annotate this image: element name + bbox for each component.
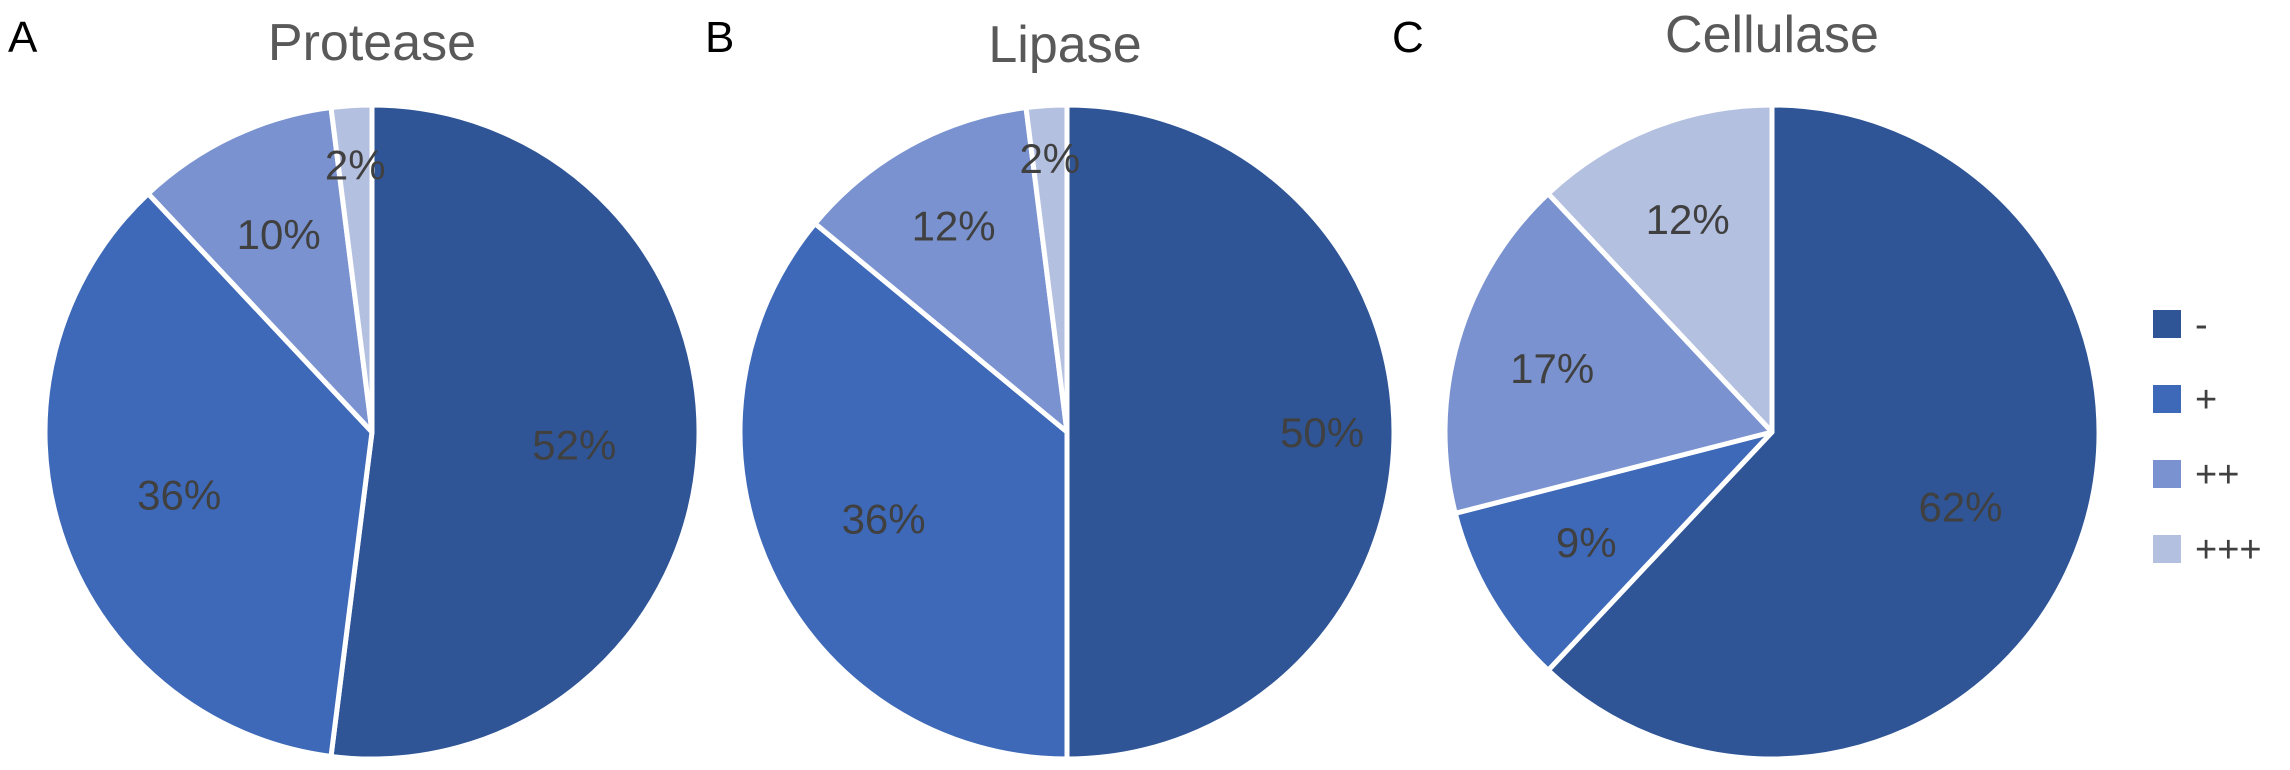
panel-letter: A [8, 13, 38, 62]
chart-title: Lipase [988, 16, 1141, 74]
pie-panel-a: A Protease 52% 36% 10%2% [8, 13, 702, 762]
legend-swatch [2153, 535, 2181, 563]
slice-label: 12% [1646, 196, 1730, 243]
legend: -++++++ [2153, 304, 2262, 571]
pie-slice-3 [812, 105, 1070, 435]
slice-label: 36% [137, 472, 221, 519]
legend-label: - [2195, 304, 2208, 346]
pie-slice-1 [1545, 102, 2102, 762]
slice-label: 17% [1510, 345, 1594, 392]
legend-label: ++ [2195, 454, 2239, 496]
slice-label: 12% [912, 203, 996, 250]
legend-swatch [2153, 460, 2181, 488]
slice-label: 2% [1019, 135, 1080, 182]
legend-item: + [2153, 379, 2217, 421]
slice-label: 10% [237, 211, 321, 258]
pie-slice-1 [328, 102, 702, 762]
slice-label: 36% [842, 495, 926, 542]
pie-slice-4 [328, 102, 375, 435]
slice-label: 52% [532, 422, 616, 469]
slice-label: 62% [1918, 484, 2002, 531]
legend-swatch [2153, 310, 2181, 338]
chart-title: Protease [268, 14, 476, 72]
pie-slice-2 [1452, 429, 1775, 673]
pie-slice-3 [1442, 191, 1775, 516]
legend-label: + [2195, 379, 2217, 421]
slice-label: 2% [325, 141, 386, 188]
slice-label: 9% [1556, 519, 1617, 566]
pie-slice-3 [145, 105, 375, 435]
pie-slice-1 [1064, 102, 1397, 762]
pie-panel-c: C Cellulase 62% 9% 17% 12% [1392, 6, 2102, 762]
legend-swatch [2153, 385, 2181, 413]
legend-item: ++ [2153, 454, 2239, 496]
panel-letter: C [1392, 13, 1424, 62]
pie-slice-4 [1545, 102, 1775, 435]
legend-item: - [2153, 304, 2208, 346]
panel-letter: B [705, 13, 734, 62]
pie-slice-2 [737, 221, 1070, 762]
pie-slice-4 [1023, 102, 1070, 435]
slice-label: 50% [1280, 409, 1364, 456]
chart-title: Cellulase [1665, 6, 1879, 64]
legend-item: +++ [2153, 529, 2262, 571]
pie-slice-2 [42, 191, 375, 759]
legend-label: +++ [2195, 529, 2262, 571]
pie-panel-b: B Lipase 50% 36% 12% 2% [705, 13, 1397, 762]
